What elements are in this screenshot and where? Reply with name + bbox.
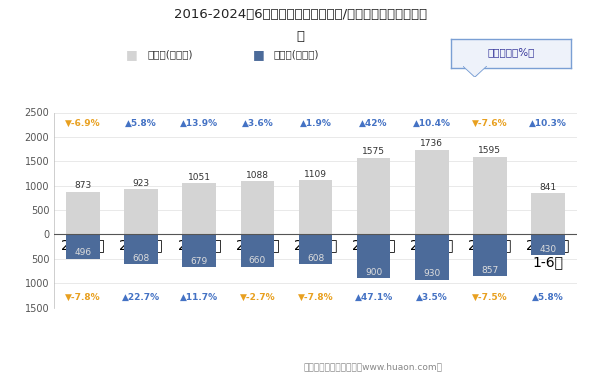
Text: 2016-2024年6月福建省（境内目的地/货源地）进、出口额统: 2016-2024年6月福建省（境内目的地/货源地）进、出口额统 [174,8,427,21]
Text: 841: 841 [539,183,557,192]
Text: ▲5.8%: ▲5.8% [532,292,564,302]
Bar [124,234,158,264]
Polygon shape [463,66,487,77]
Bar [415,150,448,234]
Text: 679: 679 [191,257,208,266]
Text: 1736: 1736 [420,139,443,148]
Text: ▲47.1%: ▲47.1% [355,292,392,302]
Bar [66,234,100,258]
Bar [183,234,216,267]
Text: ■: ■ [126,48,138,61]
Bar [531,234,565,255]
Bar [240,234,274,267]
Text: 930: 930 [423,269,441,278]
Text: ▲3.5%: ▲3.5% [416,292,448,302]
Text: ▲10.4%: ▲10.4% [413,119,451,128]
Text: ▲11.7%: ▲11.7% [180,292,218,302]
Text: 出口额(亿美元): 出口额(亿美元) [147,50,193,59]
Text: 1595: 1595 [478,146,501,155]
Text: 496: 496 [75,248,92,257]
Bar [473,234,507,276]
Text: ■: ■ [252,48,264,61]
Bar [183,183,216,234]
Text: ▼-7.5%: ▼-7.5% [472,292,508,302]
Bar [299,180,332,234]
Bar [415,234,448,280]
Bar [357,158,391,234]
Text: 计: 计 [296,30,305,43]
Text: ▲42%: ▲42% [359,119,388,128]
Text: ▲3.6%: ▲3.6% [242,119,273,128]
Text: 1109: 1109 [304,170,327,179]
Text: 1051: 1051 [188,172,211,182]
Text: ▲1.9%: ▲1.9% [299,119,332,128]
Text: 873: 873 [75,182,92,190]
Text: ▼-2.7%: ▼-2.7% [240,292,275,302]
Text: ▲10.3%: ▲10.3% [529,119,567,128]
Text: 660: 660 [249,256,266,265]
Text: 1088: 1088 [246,171,269,180]
Text: 进口额(亿美元): 进口额(亿美元) [273,50,319,59]
Text: 608: 608 [133,254,150,262]
Bar [299,234,332,264]
Text: 430: 430 [539,245,557,254]
Bar [66,192,100,234]
Text: 1575: 1575 [362,147,385,156]
Text: ▲22.7%: ▲22.7% [122,292,160,302]
Bar [531,194,565,234]
Text: ▲5.8%: ▲5.8% [126,119,157,128]
Text: ▼-6.9%: ▼-6.9% [66,119,101,128]
Polygon shape [464,66,486,75]
Text: 900: 900 [365,268,382,277]
Text: ▼-7.8%: ▼-7.8% [297,292,334,302]
Bar [473,157,507,234]
Bar [357,234,391,278]
Text: ▼-7.6%: ▼-7.6% [472,119,508,128]
Text: 制图：华经产业研究院（www.huaon.com）: 制图：华经产业研究院（www.huaon.com） [303,362,442,371]
Bar [124,189,158,234]
Text: ▼-7.8%: ▼-7.8% [66,292,101,302]
Text: 608: 608 [307,254,324,262]
Text: 同比增速（%）: 同比增速（%） [487,47,534,57]
Text: ▲13.9%: ▲13.9% [180,119,218,128]
Text: 923: 923 [133,179,150,188]
Text: 857: 857 [481,266,498,275]
Bar [240,182,274,234]
